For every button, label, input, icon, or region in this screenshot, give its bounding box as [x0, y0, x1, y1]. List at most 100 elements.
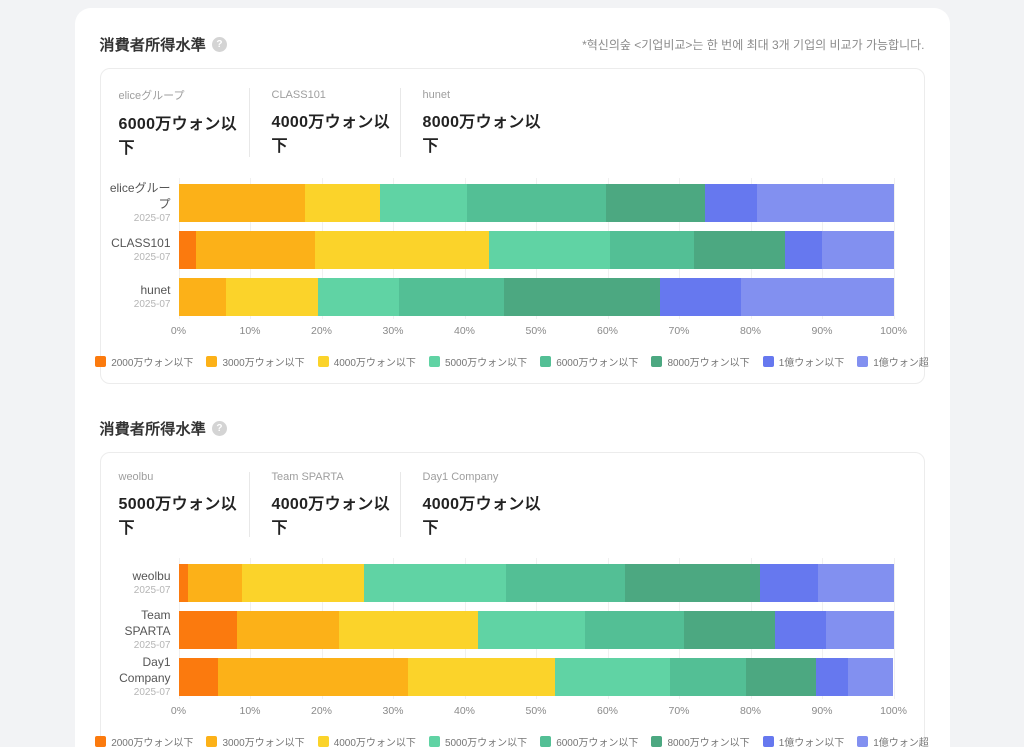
company-summary: eliceグループ 6000万ウォン以下: [119, 87, 249, 158]
bar-segment[interactable]: [759, 564, 818, 602]
bar-segment[interactable]: [339, 611, 479, 649]
bar-segment[interactable]: [847, 658, 894, 696]
bar-segment[interactable]: [178, 611, 238, 649]
bar-segment[interactable]: [195, 231, 316, 269]
summary-divider: [248, 88, 250, 157]
legend-swatch-icon: [317, 736, 329, 747]
bar-segment[interactable]: [225, 278, 318, 316]
bar-segment[interactable]: [784, 231, 823, 269]
bar-segment[interactable]: [187, 564, 243, 602]
bar-segment[interactable]: [380, 184, 468, 222]
stacked-bar[interactable]: [178, 611, 894, 649]
bar-segment[interactable]: [242, 564, 364, 602]
bar-segment[interactable]: [178, 278, 226, 316]
bar-segment[interactable]: [505, 564, 626, 602]
bar-segment[interactable]: [363, 564, 506, 602]
stacked-bar[interactable]: [178, 184, 894, 222]
stacked-bar[interactable]: [178, 231, 894, 269]
bar-segment[interactable]: [740, 278, 894, 316]
bar-segment[interactable]: [817, 564, 894, 602]
summary-divider: [399, 472, 401, 537]
company-name: CLASS101: [111, 236, 171, 251]
axis-tick: 50%: [525, 325, 547, 337]
bar-segment[interactable]: [669, 658, 747, 696]
bar-segment[interactable]: [408, 658, 555, 696]
bar-segment[interactable]: [825, 611, 894, 649]
bar-segment[interactable]: [684, 611, 775, 649]
bar-segment[interactable]: [178, 231, 196, 269]
legend-swatch-icon: [317, 356, 329, 367]
bar-segment[interactable]: [659, 278, 741, 316]
bar-segment[interactable]: [398, 278, 504, 316]
legend-label: 5000万ウォン以下: [444, 358, 528, 369]
bar-segment[interactable]: [822, 231, 894, 269]
row-label: eliceグループ 2025-07: [101, 180, 171, 226]
chart-row: eliceグループ 2025-07: [101, 181, 894, 224]
summary-company-name: weolbu: [118, 471, 154, 483]
axis-tick: 70%: [668, 325, 690, 337]
summary-company-name: Day1 Company: [422, 471, 499, 483]
axis-tick: 80%: [739, 325, 762, 337]
legend-label: 4000万ウォン以下: [333, 358, 416, 369]
data-date: 2025-07: [133, 213, 171, 225]
legend-item: 1億ウォン以下: [762, 354, 844, 369]
summary-income-value: 8000万ウォン以下: [422, 114, 541, 155]
legend-item: 8000万ウォン以下: [651, 354, 750, 369]
bar-segment[interactable]: [305, 184, 381, 222]
stacked-bar[interactable]: [178, 564, 894, 602]
row-label: Team SPARTA 2025-07: [101, 607, 170, 653]
axis-tick: 90%: [811, 325, 833, 337]
help-icon[interactable]: ?: [211, 37, 227, 52]
stacked-bar[interactable]: [178, 278, 894, 316]
section-income-chart-1: 消費者所得水準 ? *혁신의숲 <기업비교>는 한 번에 최대 3개 기업의 비…: [95, 34, 929, 384]
bar-segment[interactable]: [488, 231, 611, 269]
axis-tick: 30%: [382, 705, 404, 717]
bar-segment[interactable]: [178, 184, 306, 222]
bar-segment[interactable]: [178, 564, 188, 602]
bar-segment[interactable]: [178, 658, 218, 696]
data-date: 2025-07: [133, 687, 171, 699]
comparison-note: *혁신의숲 <기업비교>는 한 번에 최대 3개 기업의 비교가 가능합니다.: [582, 38, 925, 52]
bar-segment[interactable]: [237, 611, 340, 649]
bar-segment[interactable]: [467, 184, 607, 222]
bar-segment[interactable]: [625, 564, 760, 602]
bar-segment[interactable]: [584, 611, 684, 649]
legend-swatch-icon: [762, 736, 774, 747]
company-summary: hunet 8000万ウォン以下: [401, 87, 551, 158]
legend-item: 2000万ウォン以下: [95, 354, 193, 369]
summary-income-value: 4000万ウォン以下: [271, 114, 390, 155]
summary-income-value: 5000万ウォン以下: [118, 496, 237, 537]
legend-label: 2000万ウォン以下: [111, 738, 194, 747]
legend-swatch-icon: [857, 736, 869, 747]
summary-income-value: 4000万ウォン以下: [271, 496, 390, 537]
bar-segment[interactable]: [317, 278, 399, 316]
bar-segment[interactable]: [746, 658, 817, 696]
bar-segment[interactable]: [606, 184, 706, 222]
company-summary-row: weolbu 5000万ウォン以下 Team SPARTA 4000万ウォン以下…: [101, 471, 924, 538]
company-name: Day1 Company: [119, 655, 171, 686]
chart-card: weolbu 5000万ウォン以下 Team SPARTA 4000万ウォン以下…: [95, 452, 929, 747]
bar-segment[interactable]: [554, 658, 670, 696]
comparison-panel: 消費者所得水準 ? *혁신의숲 <기업비교>는 한 번에 최대 3개 기업의 비…: [74, 8, 950, 747]
bar-segment[interactable]: [610, 231, 695, 269]
bar-segment[interactable]: [217, 658, 409, 696]
bar-segment[interactable]: [756, 184, 894, 222]
legend-item: 2000万ウォン以下: [95, 734, 193, 747]
stacked-bar[interactable]: [178, 658, 894, 696]
bar-segment[interactable]: [478, 611, 585, 649]
help-icon[interactable]: ?: [211, 421, 227, 436]
bar-segment[interactable]: [705, 184, 757, 222]
bar-segment[interactable]: [816, 658, 848, 696]
bar-segment[interactable]: [315, 231, 489, 269]
bar-segment[interactable]: [694, 231, 785, 269]
legend-item: 5000万ウォン以下: [428, 734, 527, 747]
chart-row: Team SPARTA 2025-07: [101, 608, 894, 651]
bar-segment[interactable]: [503, 278, 660, 316]
legend-swatch-icon: [95, 736, 107, 747]
bar-segment[interactable]: [774, 611, 826, 649]
chart-area: weolbu 2025-07 Team SPARTA 2025-07 Day1 …: [101, 558, 924, 719]
company-name: hunet: [140, 283, 171, 298]
legend-item: 1億ウォン以下: [762, 734, 844, 747]
axis-tick: 100%: [880, 705, 907, 717]
legend-swatch-icon: [651, 736, 663, 747]
